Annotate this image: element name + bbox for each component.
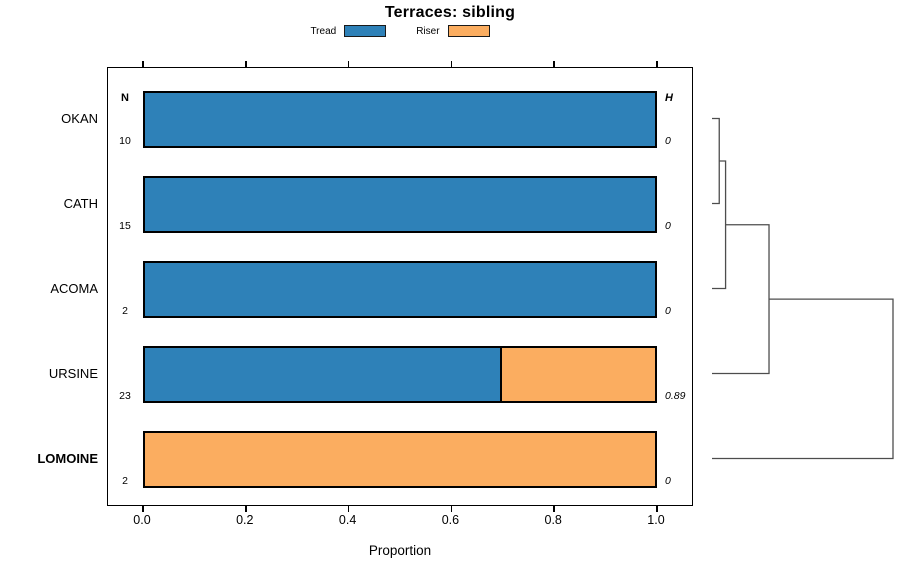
x-axis-tick [245, 61, 247, 67]
category-label: URSINE [48, 365, 98, 381]
x-axis-tick [450, 506, 453, 512]
x-axis-tick [142, 61, 144, 67]
bar-segment-riser [499, 348, 655, 401]
x-axis-tick-label: 0.0 [133, 513, 151, 527]
n-value: 2 [122, 475, 128, 487]
x-axis-label: Proportion [368, 543, 432, 558]
h-column-header: H [665, 92, 673, 104]
legend-swatch-riser [447, 25, 490, 37]
category-label: CATH [63, 195, 98, 211]
x-axis-tick [142, 506, 144, 512]
x-axis-tick [553, 61, 555, 67]
bar-segment-tread [145, 348, 500, 401]
n-value: 2 [122, 305, 128, 317]
x-axis-tick-label: 0.6 [441, 513, 460, 527]
legend-label-tread: Tread [310, 25, 337, 37]
legend-swatch-tread [344, 25, 387, 37]
bar-row [143, 91, 657, 148]
category-label: LOMOINE [37, 450, 98, 466]
x-axis-tick [245, 506, 247, 512]
x-axis-tick-label: 0.8 [544, 513, 562, 527]
bar-row [143, 261, 657, 318]
x-axis-tick [656, 506, 658, 512]
bar-segment-riser [145, 433, 655, 486]
bar-segment-tread [145, 178, 655, 231]
h-value: 0 [665, 135, 671, 147]
bar-row [143, 346, 657, 403]
legend: Tread Riser [107, 25, 693, 37]
h-value: 0 [665, 305, 671, 317]
category-label: OKAN [61, 110, 98, 126]
bar-segment-tread [145, 93, 655, 146]
x-axis-tick-label: 1.0 [647, 513, 665, 527]
n-value: 10 [119, 135, 131, 147]
x-axis-tick [347, 61, 350, 67]
bar-row [143, 431, 657, 488]
dendrogram-link [712, 298, 894, 460]
n-column-header: N [121, 92, 129, 104]
x-axis-tick [656, 61, 658, 67]
dendrogram-link [712, 117, 720, 205]
category-label: ACOMA [50, 280, 98, 296]
h-value: 0 [665, 475, 671, 487]
bar-segment-tread [145, 263, 655, 316]
x-axis-tick [450, 61, 453, 67]
chart-title: Terraces: sibling [384, 4, 516, 21]
x-axis-tick-label: 0.4 [338, 513, 357, 527]
legend-label-riser: Riser [416, 25, 440, 37]
x-axis-tick [553, 506, 555, 512]
bar-row [143, 176, 657, 233]
plot-area: N H 10 0 15 0 2 0 23 0.89 2 0 [107, 61, 693, 512]
n-value: 15 [119, 220, 131, 232]
n-value: 23 [119, 390, 131, 402]
legend-item-tread: Tread [310, 25, 387, 37]
h-value: 0.89 [665, 390, 686, 402]
h-value: 0 [665, 220, 671, 232]
legend-item-riser: Riser [416, 25, 490, 37]
dendrogram-link [712, 224, 770, 375]
x-axis-tick [347, 506, 350, 512]
x-axis-tick-label: 0.2 [236, 513, 254, 527]
